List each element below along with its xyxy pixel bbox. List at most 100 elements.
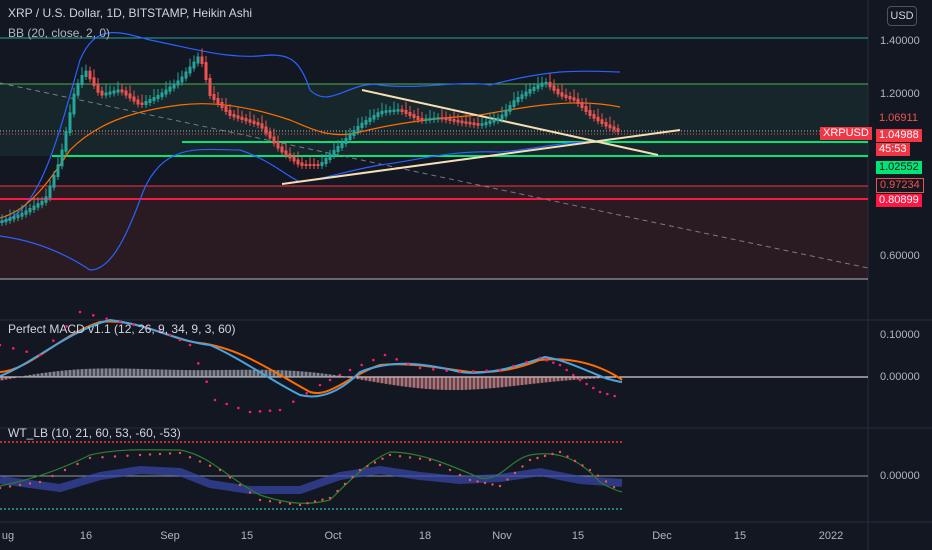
- candle-body: [4, 218, 8, 223]
- macd-dot: [237, 406, 240, 410]
- macd-bar: [4, 377, 8, 380]
- candle-body: [516, 97, 520, 103]
- candle-body: [356, 126, 360, 132]
- macd-title[interactable]: Perfect MACD v1.1 (12, 26, 9, 34, 9, 3, …: [8, 322, 236, 336]
- wt-title[interactable]: WT_LB (10, 21, 60, 53, -60, -53): [8, 426, 181, 440]
- macd-bar: [108, 368, 112, 378]
- macd-bar: [344, 376, 348, 378]
- macd-bar: [472, 377, 476, 390]
- macd-bar: [80, 369, 84, 378]
- candle-body: [600, 119, 604, 124]
- candle-body: [108, 91, 112, 95]
- candle-body: [440, 117, 444, 120]
- wt-dot: [476, 480, 479, 483]
- candle-body: [576, 98, 580, 104]
- macd-bar: [0, 377, 4, 381]
- candle-body: [16, 214, 20, 219]
- macd-dot: [38, 353, 42, 357]
- wt-dot: [321, 498, 324, 501]
- red-zone: [0, 186, 868, 279]
- macd-bar: [152, 369, 156, 378]
- wt-dot: [498, 484, 502, 488]
- candle-body: [604, 122, 608, 127]
- candle-body: [24, 210, 28, 215]
- macd-bar: [572, 377, 576, 380]
- wt-dot: [8, 485, 12, 488]
- wt-dot: [388, 453, 392, 457]
- macd-bar: [440, 377, 444, 390]
- macd-dot: [92, 314, 95, 317]
- candle-body: [468, 121, 472, 125]
- candle-body: [504, 109, 508, 117]
- macd-bar: [264, 369, 268, 378]
- macd-bar: [120, 368, 124, 378]
- candle-body: [332, 150, 336, 156]
- wt-dot: [506, 478, 509, 481]
- candle-body: [308, 164, 312, 166]
- macd-dot: [407, 362, 410, 365]
- wt-dots: [0, 450, 616, 507]
- candle-body: [204, 62, 208, 80]
- currency-button[interactable]: USD: [887, 6, 917, 26]
- macd-bar: [560, 377, 564, 381]
- macd-bar: [372, 377, 376, 382]
- candle-body: [436, 117, 440, 120]
- candle-body: [160, 92, 164, 97]
- candle-body: [312, 164, 316, 166]
- macd-dot: [338, 373, 342, 377]
- candle-body: [12, 216, 16, 220]
- candle-body: [316, 164, 320, 166]
- candle-body: [464, 121, 468, 124]
- macd-bar: [356, 377, 360, 380]
- macd-dot: [458, 370, 462, 374]
- candle-body: [188, 66, 192, 74]
- macd-bar: [360, 377, 364, 380]
- candle-body: [128, 93, 132, 99]
- macd-bar: [280, 370, 284, 378]
- candle-body: [64, 131, 68, 152]
- candle-body: [44, 196, 48, 203]
- wt-dot: [51, 474, 54, 478]
- macd-bar: [56, 371, 60, 378]
- candle-body: [116, 89, 120, 93]
- candle-body: [528, 89, 532, 94]
- trend-line-dashed[interactable]: [0, 82, 869, 269]
- macd-bar: [172, 369, 176, 378]
- macd-histogram: [0, 368, 620, 391]
- candle-body: [488, 120, 492, 124]
- candle-body: [592, 114, 596, 119]
- candle-body: [276, 141, 280, 149]
- wt-dot: [408, 456, 412, 459]
- macd-bar: [112, 368, 116, 378]
- wt-dot: [218, 468, 222, 472]
- macd-bar: [236, 369, 240, 378]
- macd-bar: [24, 375, 28, 378]
- candle-body: [348, 134, 352, 140]
- trend-line-lower[interactable]: [281, 129, 681, 185]
- candle-body: [20, 212, 24, 217]
- wt-dot: [38, 480, 42, 484]
- macd-dot: [395, 358, 398, 361]
- macd-dot: [552, 361, 555, 364]
- macd-bar: [196, 370, 200, 378]
- macd-dot: [305, 392, 308, 395]
- trend-line-upper[interactable]: [361, 89, 659, 156]
- macd-bar: [140, 368, 144, 378]
- macd-bar: [548, 377, 552, 382]
- candle-body: [36, 203, 40, 208]
- macd-bar: [592, 377, 596, 379]
- wt-dot: [596, 474, 600, 477]
- macd-bar: [328, 374, 332, 378]
- candle-body: [432, 117, 436, 120]
- candle-body: [216, 98, 220, 104]
- bb-indicator-title[interactable]: BB (20, close, 2, 0): [8, 26, 111, 40]
- candle-body: [452, 119, 456, 122]
- candle-body: [416, 116, 420, 120]
- candle-body: [220, 102, 224, 108]
- price-label: 0.60000: [880, 250, 920, 262]
- macd-bar: [64, 370, 68, 378]
- candle-body: [8, 217, 12, 221]
- macd-bar: [284, 370, 288, 378]
- macd-bar: [224, 369, 228, 378]
